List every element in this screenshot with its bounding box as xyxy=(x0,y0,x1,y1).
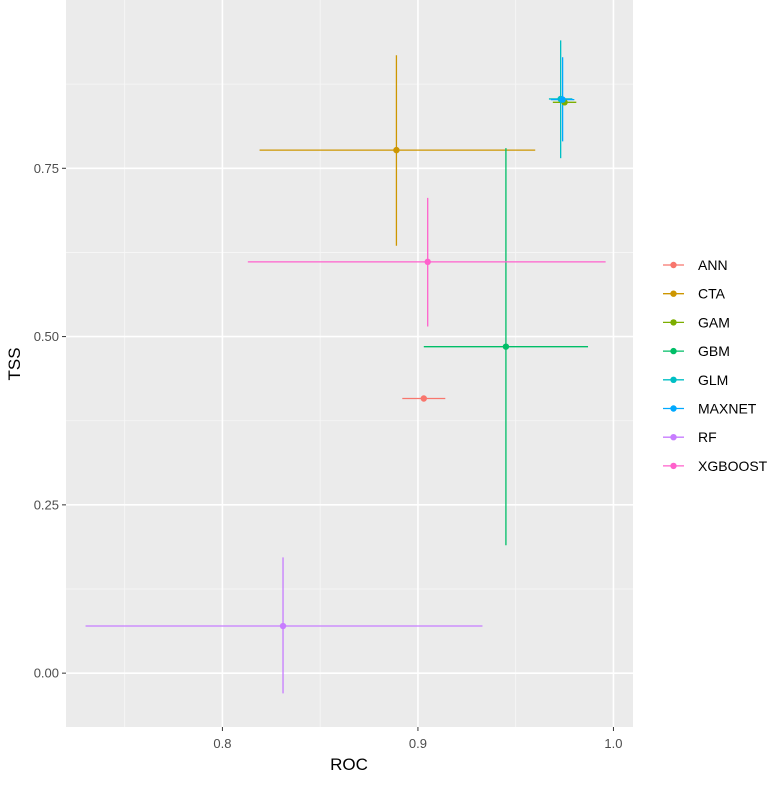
point-rf xyxy=(279,622,287,630)
point-cta xyxy=(393,146,400,154)
y-tick-label: 0.00 xyxy=(34,666,59,681)
x-axis-title: ROC xyxy=(330,755,368,774)
legend-label-gbm: GBM xyxy=(698,343,730,359)
x-tick-label: 0.9 xyxy=(409,736,427,751)
y-axis: 0.00 0.25 0.50 0.75 xyxy=(34,161,66,681)
legend-key-point-gbm xyxy=(670,347,677,355)
y-tick-label: 0.75 xyxy=(34,161,59,176)
legend-label-rf: RF xyxy=(698,429,717,445)
point-xgboost xyxy=(424,258,431,266)
legend-key-point-glm xyxy=(670,376,677,383)
point-gbm xyxy=(502,343,510,350)
legend-label-gam: GAM xyxy=(698,314,730,330)
points xyxy=(279,95,568,630)
legend-label-cta: CTA xyxy=(698,286,726,302)
y-tick-label: 0.50 xyxy=(34,329,59,344)
legend-key-point-cta xyxy=(670,290,677,297)
y-tick-label: 0.25 xyxy=(34,497,59,512)
legend-label-maxnet: MAXNET xyxy=(698,401,757,417)
plot-panel xyxy=(66,0,633,727)
legend-key-point-ann xyxy=(670,261,677,269)
legend-key-point-rf xyxy=(670,434,677,441)
x-tick-label: 1.0 xyxy=(604,736,622,751)
legend-label-ann: ANN xyxy=(698,257,728,273)
legend: ANN CTA GAM GBM GLM MAXNET RF XGBOOST xyxy=(663,257,768,474)
grid-minor xyxy=(66,0,633,727)
legend-key-point-gam xyxy=(670,319,677,326)
legend-key-point-maxnet xyxy=(670,405,677,412)
x-tick-label: 0.8 xyxy=(213,736,231,751)
point-ann xyxy=(420,395,427,402)
y-axis-title: TSS xyxy=(5,347,24,380)
legend-key-point-xgboost xyxy=(670,462,677,470)
legend-label-glm: GLM xyxy=(698,372,728,388)
grid-major xyxy=(66,0,633,727)
legend-label-xgboost: XGBOOST xyxy=(698,458,768,474)
x-axis: 0.8 0.9 1.0 xyxy=(213,727,622,751)
point-maxnet xyxy=(559,96,566,103)
